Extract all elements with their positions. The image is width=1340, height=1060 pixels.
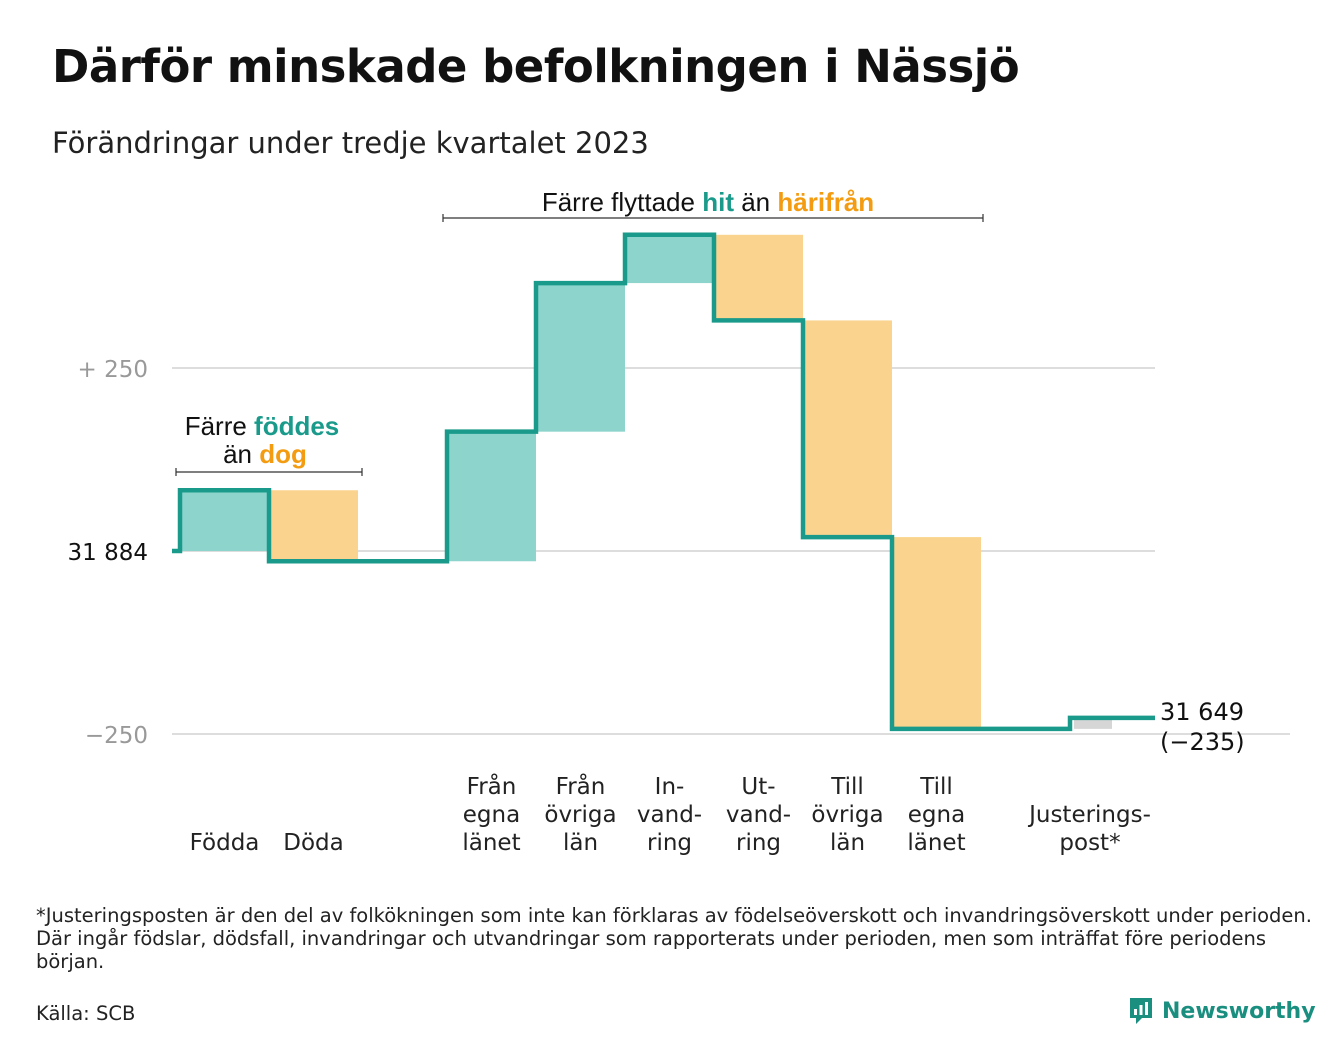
births-annotation-foddes: föddes: [254, 411, 339, 441]
x-category-label: länet: [462, 830, 520, 856]
bar-från-övriga-län: [537, 283, 625, 432]
x-category-label: post*: [1059, 830, 1120, 856]
bar-födda: [181, 490, 269, 551]
x-category-label: egna: [463, 802, 520, 828]
x-category-label: övriga: [811, 802, 883, 828]
y-tick-label: −250: [85, 723, 148, 749]
x-category-label: vand-: [637, 802, 702, 828]
births-annotation-dog: dog: [259, 439, 307, 469]
brand-name: Newsworthy: [1162, 998, 1316, 1024]
end-change-label: (−235): [1160, 728, 1245, 756]
x-category-label: län: [563, 830, 598, 856]
bar-justeringspost-: [1074, 717, 1112, 729]
migration-annotation-prefix: Färre flyttade: [542, 187, 702, 217]
x-category-label: ring: [647, 830, 692, 856]
x-category-label: Till: [919, 774, 953, 800]
x-category-label: Justerings-: [1027, 802, 1151, 828]
step-line: [172, 232, 1155, 732]
bar-utvandring: [715, 234, 803, 321]
x-category-label: Födda: [190, 830, 260, 856]
migration-annotation-hit: hit: [702, 187, 734, 217]
newsworthy-logo-icon: [1130, 998, 1152, 1024]
x-category-label: egna: [908, 802, 965, 828]
births-annotation-line1: Färre föddes: [185, 411, 340, 441]
migration-annotation-harifran: härifrån: [777, 187, 874, 217]
migration-annotation-middle: än: [734, 187, 777, 217]
x-category-label: vand-: [726, 802, 791, 828]
brand: Newsworthy: [1128, 996, 1316, 1026]
cumulative-line: [172, 232, 1155, 732]
migration-annotation: Färre flyttade hit än härifrån: [542, 187, 874, 217]
end-value-label: 31 649: [1160, 698, 1244, 726]
x-category-label: Från: [467, 772, 517, 800]
births-annotation-line2: än dog: [223, 439, 307, 469]
bar-till-egna-länet: [893, 537, 981, 729]
births-annotation-an: än: [223, 439, 259, 469]
y-tick-label: + 250: [78, 357, 148, 383]
footnote: *Justeringsposten är den del av folkökni…: [36, 904, 1312, 973]
chart-subtitle: Förändringar under tredje kvartalet 2023: [52, 126, 649, 160]
x-category-label: Från: [556, 772, 606, 800]
x-category-label: övriga: [544, 802, 616, 828]
x-category-label: län: [830, 830, 865, 856]
x-category-label: länet: [907, 830, 965, 856]
bar-till-övriga-län: [804, 320, 892, 538]
chart-title: Därför minskade befolkningen i Nässjö: [52, 40, 1020, 93]
x-category-label: Till: [830, 774, 864, 800]
x-category-label: ring: [736, 830, 781, 856]
bar-döda: [270, 490, 358, 562]
bar-från-egna-länet: [448, 431, 536, 562]
source-label: Källa: SCB: [36, 1002, 136, 1025]
x-category-label: Döda: [283, 830, 343, 856]
y-tick-label: 31 884: [68, 540, 148, 566]
bar-invandring: [626, 234, 714, 284]
x-category-label: Ut-: [741, 774, 775, 800]
migration-bracket: [442, 214, 984, 222]
births-bracket: [175, 468, 363, 476]
x-category-label: In-: [655, 774, 685, 800]
births-annotation-prefix: Färre: [185, 411, 254, 441]
bars: [181, 234, 1112, 729]
